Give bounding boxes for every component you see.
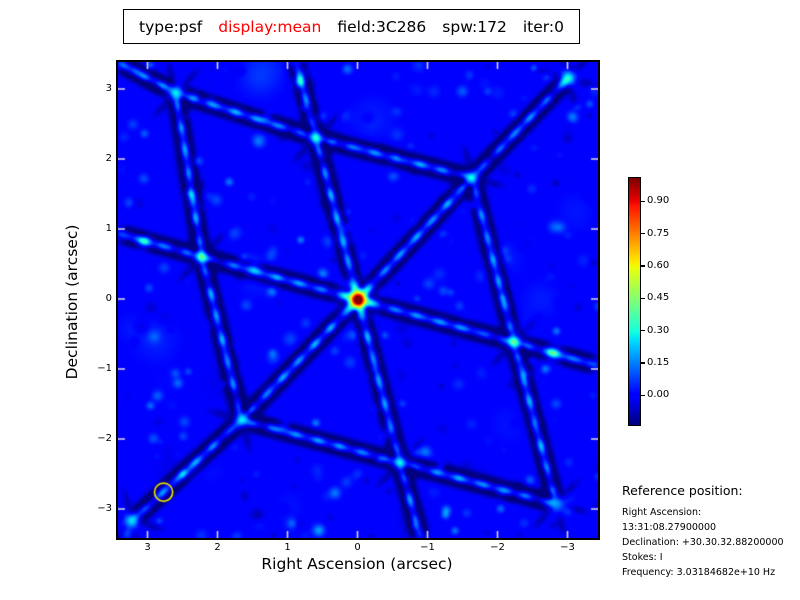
colorbar-tick-label: 0.75	[647, 227, 670, 239]
reference-stokes: Stokes: I	[622, 552, 663, 563]
reference-right-ascension: Right Ascension: 13:31:08.27900000	[622, 507, 717, 533]
title-part-display: display:mean	[218, 17, 322, 36]
x-axis-tick-label: −3	[560, 542, 575, 553]
x-axis-tick-label: −2	[490, 542, 505, 553]
colorbar-tick-mark	[640, 330, 645, 332]
y-axis-tick-label: 3	[105, 83, 112, 94]
y-axis-tick-label: 0	[105, 293, 112, 304]
colorbar-tick-mark	[640, 233, 645, 235]
psf-heatmap	[116, 60, 600, 540]
plot-title: type:psf display:mean field:3C286 spw:17…	[123, 9, 580, 44]
y-axis-tick-label: 2	[105, 153, 112, 164]
psf-image-canvas	[118, 62, 598, 538]
colorbar-tick-label: 0.90	[647, 195, 670, 207]
x-axis-tick-label: 3	[144, 542, 151, 553]
x-axis-tick-label: −1	[420, 542, 435, 553]
x-axis-tick-label: 2	[214, 542, 221, 553]
x-axis-tick-label: 0	[354, 542, 361, 553]
title-part-type: type:psf	[139, 17, 203, 36]
y-axis-tick-label: −3	[97, 503, 112, 514]
title-part-iter: iter:0	[522, 17, 564, 36]
colorbar-tick-mark	[640, 297, 645, 299]
colorbar-tick-mark	[640, 362, 645, 364]
x-axis-tick-label: 1	[284, 542, 291, 553]
y-axis-tick-label: −1	[97, 363, 112, 374]
reference-position-block: Reference position: Right Ascension: 13:…	[622, 483, 797, 580]
y-axis-tick-label: 1	[105, 223, 112, 234]
reference-heading: Reference position:	[622, 483, 743, 498]
y-axis-tick-label: −2	[97, 433, 112, 444]
colorbar-tick-label: 0.60	[647, 260, 670, 271]
colorbar	[628, 177, 641, 426]
colorbar-tick-label: 0.00	[647, 389, 670, 401]
x-axis-title: Right Ascension (arcsec)	[261, 555, 453, 573]
reference-frequency: Frequency: 3.03184682e+10 Hz	[622, 567, 776, 578]
title-part-field: field:3C286	[337, 17, 427, 36]
reference-declination: Declination: +30.30.32.88200000	[622, 537, 784, 548]
colorbar-tick-mark	[640, 265, 645, 267]
colorbar-tick-label: 0.15	[647, 357, 670, 369]
colorbar-canvas	[629, 178, 640, 425]
colorbar-tick-mark	[640, 200, 645, 202]
title-part-spw: spw:172	[442, 17, 507, 36]
colorbar-tick-mark	[640, 394, 645, 397]
y-axis-title: Declination (arcsec)	[63, 224, 81, 380]
colorbar-tick-label: 0.30	[647, 324, 670, 336]
colorbar-tick-label: 0.45	[647, 292, 670, 304]
